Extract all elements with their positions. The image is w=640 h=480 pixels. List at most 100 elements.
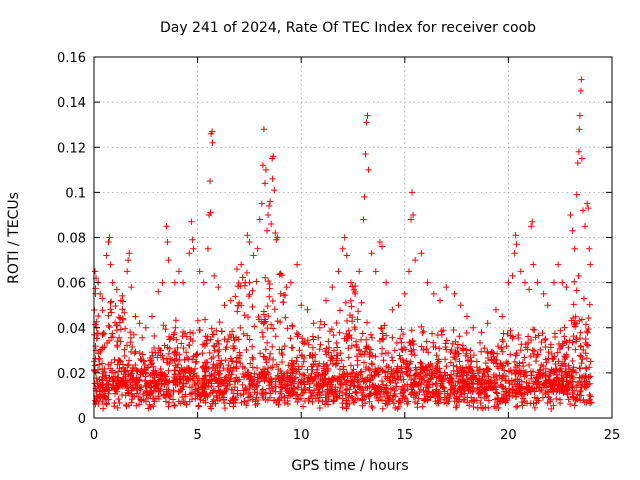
- data-points: [90, 76, 595, 413]
- data-point: [329, 283, 336, 291]
- background-point: [141, 377, 149, 385]
- y-tick-label: 0.14: [57, 96, 86, 111]
- background-point: [234, 302, 242, 310]
- background-point: [375, 397, 382, 404]
- background-point: [252, 401, 259, 409]
- background-point: [231, 337, 238, 344]
- data-point: [525, 286, 533, 293]
- background-point: [242, 385, 249, 392]
- data-point: [363, 119, 370, 126]
- background-point: [226, 400, 233, 407]
- background-point: [506, 389, 514, 396]
- background-point: [354, 316, 361, 323]
- background-point: [403, 365, 411, 373]
- background-point: [142, 398, 150, 405]
- background-point: [194, 380, 202, 387]
- background-point: [515, 331, 522, 339]
- data-point: [246, 238, 253, 246]
- background-point: [485, 404, 492, 412]
- background-point: [437, 382, 444, 390]
- background-point: [176, 351, 183, 359]
- background-point: [208, 325, 215, 332]
- x-tick-label: 25: [604, 428, 621, 443]
- background-point: [289, 360, 297, 368]
- background-point: [269, 363, 276, 371]
- background-point: [586, 363, 593, 371]
- background-point: [300, 358, 307, 365]
- background-point: [545, 375, 552, 383]
- background-point: [249, 354, 256, 361]
- background-point: [269, 297, 277, 305]
- x-tick-label: 5: [193, 428, 201, 443]
- background-point: [507, 367, 514, 374]
- background-point: [309, 398, 316, 406]
- background-point: [117, 326, 125, 333]
- background-point: [127, 334, 135, 342]
- background-point: [527, 400, 534, 407]
- background-point: [348, 303, 355, 310]
- background-point: [457, 364, 464, 372]
- background-point: [490, 385, 497, 392]
- background-point: [440, 384, 448, 392]
- background-point: [178, 364, 185, 372]
- background-point: [172, 317, 180, 324]
- background-point: [157, 347, 165, 354]
- background-point: [273, 399, 280, 406]
- background-point: [249, 364, 257, 371]
- data-point: [128, 283, 135, 291]
- background-point: [107, 298, 115, 305]
- background-point: [245, 389, 252, 397]
- background-point: [295, 378, 302, 385]
- background-point: [105, 390, 112, 397]
- background-point: [527, 375, 535, 383]
- data-point: [261, 180, 269, 187]
- background-point: [289, 344, 296, 351]
- data-point: [578, 76, 585, 83]
- background-point: [281, 393, 288, 401]
- background-point: [532, 333, 539, 341]
- background-point: [173, 336, 180, 344]
- background-point: [150, 395, 158, 402]
- background-point: [565, 396, 572, 403]
- background-point: [501, 367, 508, 374]
- background-point: [362, 363, 370, 371]
- background-point: [561, 355, 569, 363]
- background-point: [387, 379, 394, 386]
- background-point: [129, 343, 136, 351]
- background-point: [444, 390, 451, 397]
- background-point: [554, 349, 561, 356]
- background-point: [227, 375, 234, 383]
- background-point: [474, 367, 481, 375]
- data-point: [451, 290, 458, 298]
- background-point: [414, 400, 421, 407]
- data-point: [484, 320, 491, 327]
- background-point: [108, 367, 116, 374]
- background-point: [529, 326, 537, 333]
- background-point: [378, 325, 386, 332]
- background-point: [383, 375, 391, 382]
- background-point: [424, 349, 432, 356]
- background-point: [397, 355, 404, 363]
- background-point: [512, 393, 520, 400]
- data-point: [574, 159, 582, 167]
- background-point: [377, 324, 385, 332]
- background-point: [289, 368, 297, 376]
- background-point: [299, 403, 307, 410]
- background-point: [484, 392, 491, 399]
- background-point: [210, 342, 218, 349]
- background-point: [399, 389, 407, 396]
- background-point: [306, 384, 313, 391]
- background-point: [234, 283, 242, 290]
- background-point: [327, 379, 335, 386]
- background-point: [123, 402, 130, 410]
- background-point: [230, 390, 237, 397]
- background-point: [191, 365, 199, 372]
- background-point: [530, 350, 537, 358]
- background-point: [496, 372, 503, 379]
- background-point: [531, 326, 538, 334]
- background-point: [288, 322, 296, 329]
- background-point: [433, 386, 440, 394]
- background-point: [149, 363, 157, 370]
- background-point: [133, 384, 141, 391]
- background-point: [576, 365, 584, 372]
